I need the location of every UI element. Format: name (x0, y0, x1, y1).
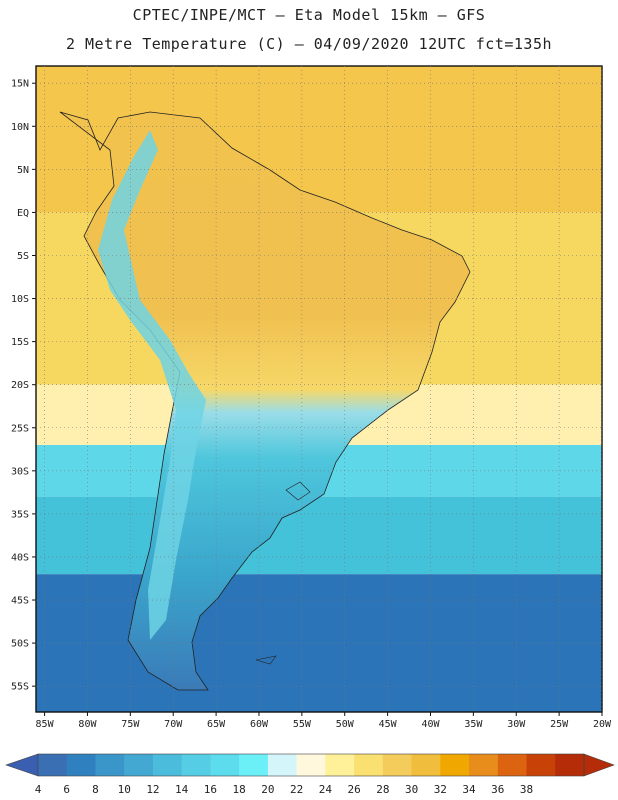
colorbar-swatch (210, 754, 240, 776)
latitude-tick-label: 35S (11, 509, 29, 520)
colorbar-label: 30 (405, 783, 418, 796)
colorbar-label: 20 (261, 783, 274, 796)
colorbar-swatch (526, 754, 556, 776)
colorbar-label: 34 (462, 783, 476, 796)
colorbar-swatch (497, 754, 528, 776)
longitude-tick-label: 40W (421, 719, 440, 730)
latitude-tick-label: 45S (11, 596, 29, 607)
colorbar-swatch (440, 754, 470, 776)
colorbar-swatch (124, 754, 154, 776)
colorbar-swatch (411, 754, 441, 776)
colorbar-swatch (152, 754, 183, 776)
ocean-band (36, 496, 602, 575)
colorbar-label: 16 (204, 783, 217, 796)
colorbar-label: 4 (35, 783, 42, 796)
colorbar-label: 32 (434, 783, 447, 796)
colorbar-low-arrow (5, 753, 39, 777)
latitude-tick-label: 55S (11, 682, 29, 693)
colorbar: 4 6 8 10 12 14 16 18 20 22 24 26 28 30 32 34 36 38 (5, 753, 615, 796)
longitude-tick-label: 60W (250, 719, 269, 730)
colorbar-outline (37, 753, 585, 777)
longitude-tick-label: 25W (550, 719, 569, 730)
colorbar-swatch (469, 754, 499, 776)
longitude-tick-label: 85W (36, 719, 55, 730)
colorbar-label: 18 (233, 783, 246, 796)
colorbar-swatch (239, 754, 269, 776)
latitude-tick-label: 5S (17, 251, 29, 262)
colorbar-label: 8 (92, 783, 99, 796)
latitude-tick-label: 50S (11, 639, 29, 650)
colorbar-label: 6 (63, 783, 70, 796)
longitude-tick-label: 35W (464, 719, 483, 730)
colorbar-label: 22 (290, 783, 303, 796)
title-line-2: 2 Metre Temperature (C) — 04/09/2020 12U… (65, 35, 553, 53)
longitude-labels: 85W 80W 75W 70W 65W 60W 55W 50W 45W 40W 35W 30W 25W 2… (36, 712, 612, 730)
temperature-map: 15N 10N 5N EQ 5S 10S 15S 20S 25S 30S 35S 40S 45S 50S 5… (11, 65, 612, 730)
colorbar-label: 10 (118, 783, 131, 796)
latitude-tick-label: EQ (17, 208, 29, 219)
latitude-tick-label: 15S (11, 337, 29, 348)
colorbar-swatch (382, 754, 413, 776)
colorbar-label: 36 (491, 783, 504, 796)
colorbar-swatch (555, 754, 585, 776)
longitude-tick-label: 30W (507, 719, 526, 730)
colorbar-swatch (267, 754, 298, 776)
latitude-tick-label: 20S (11, 380, 29, 391)
latitude-tick-label: 10N (11, 122, 29, 133)
latitude-tick-label: 25S (11, 423, 29, 434)
longitude-tick-label: 20W (593, 719, 612, 730)
colorbar-high-arrow (583, 753, 615, 777)
colorbar-swatch (38, 754, 68, 776)
colorbar-swatch (325, 754, 355, 776)
colorbar-label: 12 (146, 783, 159, 796)
longitude-tick-label: 75W (121, 719, 140, 730)
inland-lakes (255, 481, 311, 665)
longitude-tick-label: 80W (78, 719, 97, 730)
map-area (36, 66, 602, 712)
colorbar-swatch (296, 754, 326, 776)
colorbar-label: 14 (175, 783, 189, 796)
longitude-tick-label: 45W (379, 719, 398, 730)
latitude-tick-label: 5N (17, 165, 29, 176)
colorbar-label: 26 (347, 783, 360, 796)
colorbar-label: 24 (319, 783, 333, 796)
longitude-tick-label: 50W (336, 719, 355, 730)
latitude-tick-label: 30S (11, 466, 29, 477)
colorbar-label: 28 (376, 783, 389, 796)
latitude-tick-label: 10S (11, 294, 29, 305)
latitude-tick-label: 40S (11, 552, 29, 563)
title-line-1: CPTEC/INPE/MCT — Eta Model 15km — GFS (132, 6, 486, 24)
latitude-labels: 15N 10N 5N EQ 5S 10S 15S 20S 25S 30S 35S 40S 45S 50S 5… (11, 79, 36, 693)
colorbar-label: 38 (520, 783, 533, 796)
latitude-tick-label: 15N (11, 79, 29, 90)
colorbar-labels: 4 6 8 10 12 14 16 18 20 22 24 26 28 30 32 34 36 38 (35, 783, 533, 796)
longitude-tick-label: 70W (164, 719, 183, 730)
longitude-tick-label: 55W (293, 719, 312, 730)
colorbar-swatch (66, 754, 96, 776)
map-frame (35, 65, 603, 713)
longitude-tick-label: 65W (207, 719, 226, 730)
andes-highlands (98, 130, 206, 640)
colorbar-swatch (95, 754, 125, 776)
colorbar-swatch (181, 754, 211, 776)
colorbar-swatch (354, 754, 384, 776)
